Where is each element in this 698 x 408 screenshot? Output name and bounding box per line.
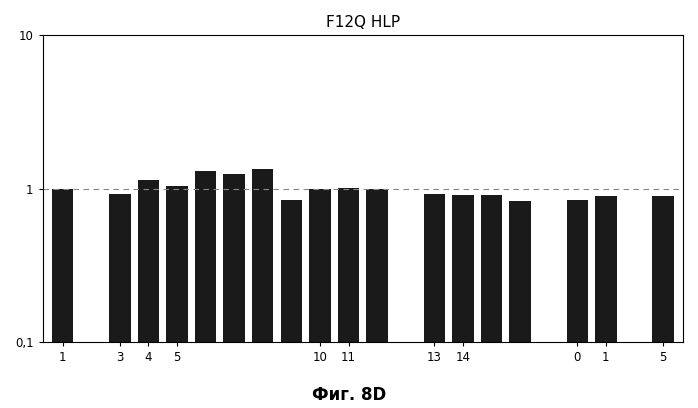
- Bar: [338, 188, 359, 408]
- Bar: [567, 200, 588, 408]
- Bar: [424, 195, 445, 408]
- Bar: [309, 189, 331, 408]
- Bar: [281, 200, 302, 408]
- Text: Фиг. 8D: Фиг. 8D: [312, 386, 386, 404]
- Bar: [595, 196, 616, 408]
- Bar: [452, 195, 474, 408]
- Bar: [52, 189, 73, 408]
- Title: F12Q HLP: F12Q HLP: [326, 15, 400, 30]
- Bar: [481, 195, 502, 408]
- Bar: [366, 189, 388, 408]
- Bar: [109, 194, 131, 408]
- Bar: [138, 180, 159, 408]
- Bar: [652, 196, 674, 408]
- Bar: [195, 171, 216, 408]
- Bar: [252, 169, 274, 408]
- Bar: [510, 201, 530, 408]
- Bar: [223, 174, 245, 408]
- Bar: [166, 186, 188, 408]
